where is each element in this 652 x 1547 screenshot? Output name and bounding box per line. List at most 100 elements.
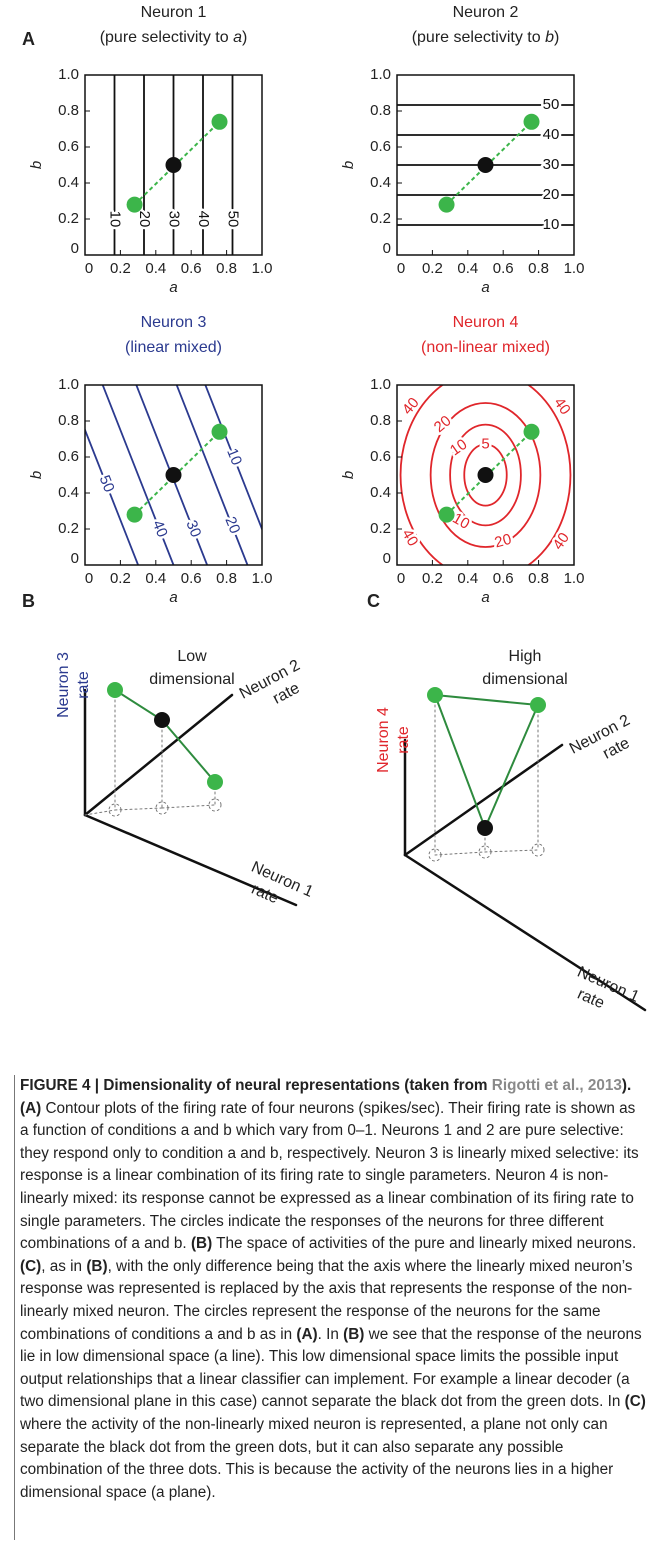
contour-line: [135, 385, 208, 565]
contour-line: [204, 385, 262, 532]
x-tick-label: 0.8: [528, 260, 549, 277]
green-dot: [523, 113, 540, 130]
y-tick-label: 0.2: [370, 520, 391, 537]
citation-link[interactable]: Rigotti et al., 2013: [491, 1077, 622, 1094]
x-tick-label: 0.2: [110, 570, 131, 587]
green-dot: [211, 113, 228, 130]
contour-label: 50: [96, 473, 118, 495]
panel-title: Low: [177, 648, 207, 665]
green-dot: [530, 697, 546, 713]
contour-label: 40: [543, 126, 560, 143]
caption-text: The space of activities of the pure and …: [212, 1235, 637, 1253]
plot-frame: [84, 74, 263, 256]
y-tick-label: 0.2: [370, 210, 391, 227]
contour-label: 30: [543, 156, 560, 173]
contour-plot: Neuron 2 (pure selectivity to b) 10 20 30 40 5…: [340, 4, 584, 296]
x-axis-label: a: [481, 589, 489, 606]
x-tick-label: 1.0: [252, 570, 273, 587]
plot-subtitle: (non-linear mixed): [421, 339, 550, 356]
contour-label: 10: [447, 436, 470, 459]
x-tick-label: 0: [85, 570, 93, 587]
black-dot: [165, 157, 182, 173]
x-tick-label: 0.2: [422, 570, 443, 587]
contours: [399, 385, 572, 565]
contour-label: 50: [543, 96, 560, 113]
axis-label: Neuron 3: [55, 652, 72, 718]
black-dot: [154, 712, 170, 728]
x-tick-label: 1.0: [564, 570, 585, 587]
panel-label: C: [367, 591, 380, 611]
x-tick-label: 1.0: [564, 260, 585, 277]
axis: [83, 693, 234, 817]
contour-label: 10: [107, 211, 124, 228]
x-tick-label: 0.4: [457, 260, 478, 277]
green-dot: [126, 506, 143, 523]
y-axis-label: b: [340, 161, 357, 169]
x-tick-label: 0.8: [216, 570, 237, 587]
subtitle-part: (linear mixed): [125, 339, 222, 356]
contour-label: 20: [543, 186, 560, 203]
y-tick-label: 1.0: [370, 376, 391, 393]
x-tick-label: 0.8: [216, 260, 237, 277]
plot-subtitle: (pure selectivity to b): [412, 29, 560, 46]
caption-text: we see that the response of the neurons …: [20, 1325, 642, 1411]
x-tick-label: 0: [397, 570, 405, 587]
contour-line: [463, 443, 508, 507]
caption-text: (C): [20, 1257, 42, 1275]
axis: [403, 743, 564, 857]
black-dot: [165, 467, 182, 483]
contour-line: [175, 385, 249, 565]
caption-text: ). (A): [20, 1077, 632, 1117]
x-tick-label: 0.2: [422, 260, 443, 277]
y-tick-label: 0: [71, 550, 79, 567]
y-tick-label: 0.4: [58, 484, 79, 501]
caption-text: , as in: [41, 1257, 87, 1275]
y-tick-label: 0.6: [58, 448, 79, 465]
subtitle-part: (pure selectivity to: [412, 29, 545, 46]
x-tick-label: 0: [397, 260, 405, 277]
y-tick-label: 0.4: [370, 484, 391, 501]
caption-text: (B): [190, 1235, 213, 1253]
subtitle-part: (pure selectivity to: [100, 29, 233, 46]
plot-title: Neuron 1: [141, 4, 207, 21]
panel-label: A: [22, 29, 35, 49]
contour-label: 40: [549, 530, 572, 553]
projection: [84, 689, 222, 817]
contour-line: [399, 385, 572, 565]
y-axis-label: b: [28, 161, 45, 169]
y-tick-label: 0.6: [370, 448, 391, 465]
x-axis-label: a: [481, 279, 489, 296]
contours: [85, 385, 262, 565]
green-dot: [438, 506, 455, 523]
x-tick-label: 1.0: [252, 260, 273, 277]
plot-subtitle: (pure selectivity to a): [100, 29, 248, 46]
caption-text: (B): [86, 1257, 108, 1275]
response-line: [114, 689, 216, 783]
contour-label: 40: [399, 394, 423, 418]
x-tick-label: 0.4: [145, 260, 166, 277]
subtitle-part: (non-linear mixed): [421, 339, 550, 356]
plot-frame: [396, 74, 575, 256]
contour-label: 10: [543, 216, 560, 233]
x-tick-label: 0.4: [457, 570, 478, 587]
x-axis-label: a: [169, 279, 177, 296]
panel-title: dimensional: [482, 671, 567, 688]
contour-label: 10: [223, 446, 245, 468]
axis-label: rate: [75, 671, 92, 699]
x-tick-label: 0.6: [181, 260, 202, 277]
y-tick-label: 0.8: [370, 412, 391, 429]
contour-label: 40: [398, 526, 421, 549]
axis: [83, 813, 298, 907]
y-tick-label: 0.6: [370, 138, 391, 155]
panel-title: High: [509, 648, 542, 665]
y-tick-label: 0: [383, 550, 391, 567]
plot-frame: [396, 384, 575, 566]
plot-title: Neuron 3: [141, 314, 207, 331]
plot-frame: [84, 384, 263, 566]
caption-text: (A): [296, 1325, 318, 1343]
contour-line: [449, 423, 522, 527]
y-tick-label: 0: [71, 240, 79, 257]
figure: A B C Low dimensional Neuron 3 rate Neuro…: [22, 4, 647, 1012]
x-tick-label: 0.4: [145, 570, 166, 587]
